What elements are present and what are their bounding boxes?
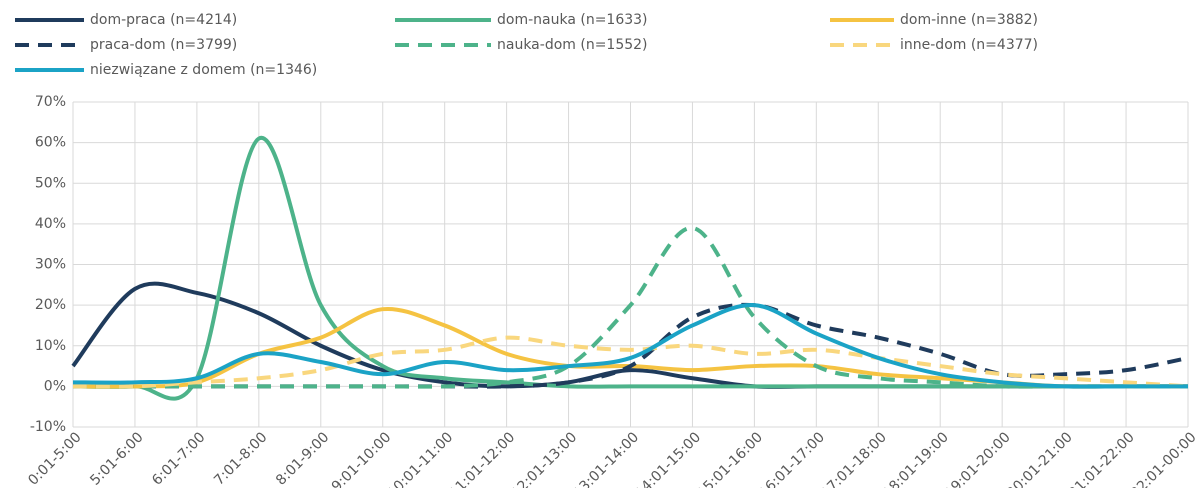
x-tick-label: 18:01-19:00 <box>880 429 952 488</box>
x-tick-label: 5:01-6:00 <box>87 429 146 488</box>
x-tick-label: 20:01-21:00 <box>1004 429 1076 488</box>
legend-label: dom-nauka (n=1633) <box>497 12 648 28</box>
series-line <box>72 335 1189 389</box>
y-tick-label: 30% <box>35 257 66 273</box>
x-tick-label: 21:01-22:00 <box>1066 429 1138 488</box>
y-tick-label: 60% <box>35 135 66 151</box>
x-tick-label: 22:01-00:00 <box>1128 429 1200 488</box>
x-tick-label: 11:01-12:00 <box>446 429 518 488</box>
legend-label: dom-inne (n=3882) <box>900 12 1038 28</box>
y-tick-label: 50% <box>35 175 66 191</box>
x-tick-label: 10:01-11:00 <box>384 429 456 488</box>
y-tick-label: 70% <box>35 94 66 110</box>
x-tick-label: 13:01-14:00 <box>570 429 642 488</box>
y-tick-label: 20% <box>35 297 66 313</box>
x-tick-label: 8:01-9:00 <box>273 429 332 488</box>
legend-label: praca-dom (n=3799) <box>90 37 237 53</box>
series-line <box>72 303 1188 389</box>
x-tick-label: 6:01-7:00 <box>149 429 208 488</box>
y-tick-label: 40% <box>35 216 66 232</box>
x-tick-label: 0:01-5:00 <box>25 429 84 488</box>
x-tick-label: 17:01-18:00 <box>818 429 890 488</box>
y-tick-label: 10% <box>35 338 66 354</box>
legend-label: dom-praca (n=4214) <box>90 12 237 28</box>
x-tick-label: 19:01-20:00 <box>942 429 1014 488</box>
x-tick-label: 9:01-10:00 <box>329 429 395 488</box>
legend-label: niezwiązane z domem (n=1346) <box>90 62 317 78</box>
x-tick-label: 16:01-17:00 <box>756 429 828 488</box>
y-tick-label: -10% <box>30 419 66 435</box>
series-line <box>73 225 1188 389</box>
legend-label: nauka-dom (n=1552) <box>497 37 648 53</box>
x-tick-label: 14:01-15:00 <box>632 429 704 488</box>
x-tick-label: 7:01-8:00 <box>211 429 270 488</box>
legend-label: inne-dom (n=4377) <box>900 37 1038 53</box>
x-tick-label: 12:01-13:00 <box>508 429 580 488</box>
x-tick-label: 15:01-16:00 <box>694 429 766 488</box>
y-tick-label: 0% <box>44 378 66 394</box>
